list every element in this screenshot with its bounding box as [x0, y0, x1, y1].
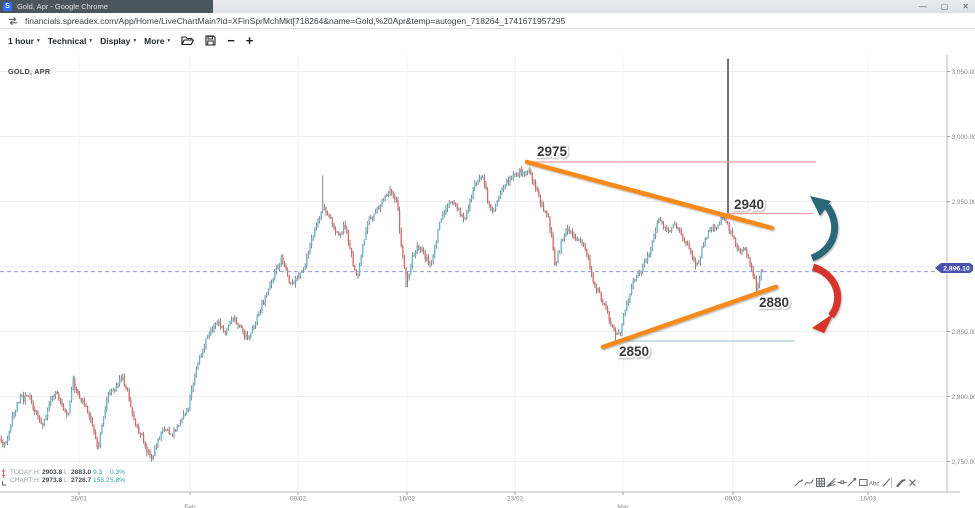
legend-today-change: 9.3: [93, 469, 102, 476]
legend-row-name: CHART:: [10, 477, 34, 484]
x-axis-label: 26/01: [71, 496, 88, 503]
chevron-down-icon: ▾: [167, 38, 171, 44]
legend-chart-low: 2726.7: [71, 477, 92, 484]
price-chart[interactable]: 2975 2940 2880 2850 3,050.00 3,000.00 2,95…: [0, 52, 975, 508]
chart-symbol-label: GOLD, APR: [8, 67, 51, 76]
chevron-down-icon: ▾: [36, 38, 40, 44]
trend-line-icon[interactable]: [847, 477, 857, 487]
legend-h-label: H:: [34, 469, 41, 476]
rectangle-tool-icon[interactable]: [859, 479, 868, 486]
legend-chart-high: 2973.8: [42, 477, 63, 484]
y-axis-label: 3,000.00: [952, 134, 975, 141]
up-candles: [3, 168, 764, 460]
display-menu[interactable]: Display ▾: [100, 36, 136, 46]
more-menu-label: More: [144, 35, 165, 46]
minimize-button[interactable]: —: [918, 2, 927, 11]
marker-tool-icon[interactable]: [896, 478, 906, 488]
legend-today-high: 2903.8: [42, 469, 63, 476]
price-axis[interactable]: 3,050.00 3,000.00 2,950.00 2,850.00 2,800.00…: [947, 69, 975, 466]
open-chart-button[interactable]: [181, 35, 195, 46]
drawing-tools: Abc: [794, 477, 916, 488]
save-chart-button[interactable]: [205, 35, 216, 46]
plus-icon: +: [245, 32, 254, 48]
y-axis-label: 2,850.00: [952, 329, 975, 336]
candles: [0, 165, 764, 462]
x-axis-label: 16/02: [399, 496, 416, 503]
horizontal-level-lines: [525, 161, 816, 342]
text-tool-icon[interactable]: Abc: [869, 482, 879, 488]
y-axis-label: 3,050.00: [952, 69, 975, 76]
x-axis-label: Feb: [184, 504, 196, 508]
legend-l-label: L:: [64, 469, 70, 476]
legend-today-low: 2883.0: [71, 469, 92, 476]
grid-tool-icon[interactable]: [816, 478, 825, 487]
timeframe-menu-label: 1 hour: [8, 35, 34, 46]
site-info-icon[interactable]: [8, 16, 18, 26]
close-button[interactable]: ✕: [962, 2, 969, 11]
x-axis-label: 09/02: [290, 496, 307, 503]
x-axis-label: 09/03: [725, 496, 742, 503]
legend-chart-change: 158.2: [93, 477, 110, 484]
trend-lines: [524, 159, 779, 350]
legend-row-name: TODAY:: [10, 469, 34, 476]
x-axis-label: Mar: [617, 504, 629, 508]
technical-menu-label: Technical: [47, 35, 87, 46]
legend-chart-pct: 5.8%: [110, 477, 125, 484]
annotation-label-2940[interactable]: 2940: [732, 195, 766, 214]
horizontal-line-icon[interactable]: [837, 480, 847, 485]
maximize-button[interactable]: ▢: [940, 2, 949, 11]
y-axis-label: 2,800.00: [952, 394, 975, 401]
legend-today-pct: 0.3%: [110, 469, 125, 476]
y-axis-label: 2,750.00: [952, 459, 975, 466]
descending-resistance[interactable]: [524, 159, 775, 231]
curve-tool-icon[interactable]: [804, 479, 814, 486]
annotation-label-2850[interactable]: 2850: [617, 342, 651, 361]
chart-toolbar: 1 hour ▾ Technical ▾ Display ▾ More ▾: [0, 29, 975, 53]
chevron-down-icon: ▾: [133, 38, 137, 44]
candle-wicks: [0, 165, 764, 462]
annotation-label-2975[interactable]: 2975: [535, 142, 569, 161]
window-controls: — ▢ ✕: [919, 0, 969, 13]
zoom-in-button[interactable]: +: [245, 32, 254, 48]
timeframe-menu[interactable]: 1 hour ▾: [8, 36, 40, 46]
chevron-down-icon: ▾: [89, 38, 93, 44]
chart-area: 2975 2940 2880 2850 3,050.00 3,000.00 2,95…: [0, 52, 975, 508]
title-bar: S Gold, Apr - Google Chrome — ▢ ✕: [0, 0, 975, 13]
url-text[interactable]: financials.spreadex.com/App/Home/LiveCha…: [25, 15, 566, 26]
url-bar[interactable]: financials.spreadex.com/App/Home/LiveCha…: [0, 13, 975, 29]
open-folder-icon: [181, 36, 195, 46]
annotation-label-2880[interactable]: 2880: [757, 293, 791, 312]
draw-pen-icon[interactable]: [794, 479, 803, 487]
minus-icon: −: [227, 32, 235, 48]
down-candles: [0, 168, 758, 460]
x-axis-label: 23/02: [507, 496, 524, 503]
x-axis-label: 16/03: [860, 496, 877, 503]
legend-candle-icon: [1, 469, 6, 486]
ascending-support[interactable]: [600, 284, 779, 350]
down-arrow[interactable]: [811, 263, 842, 333]
window-title: Gold, Apr - Google Chrome: [17, 2, 108, 11]
ohlc-legend: TODAY: H: 2903.8 L: 2883.0 9.3 0.3% CHAR…: [1, 469, 125, 486]
svg-text:Abc: Abc: [869, 482, 879, 488]
display-menu-label: Display: [100, 35, 131, 46]
more-menu[interactable]: More ▾: [144, 36, 170, 46]
technical-menu[interactable]: Technical ▾: [48, 36, 92, 46]
window-tab: S Gold, Apr - Google Chrome: [0, 0, 213, 13]
legend-l-label: L:: [64, 477, 70, 484]
time-axis[interactable]: 26/01 Feb 09/02 16/02 23/02 Mar 09/03 16/03: [71, 492, 877, 508]
save-icon: [205, 35, 216, 46]
y-axis-label: 2,950.00: [952, 199, 975, 206]
close-tools-icon[interactable]: [909, 479, 916, 487]
last-price-badge: 2,896.10: [935, 263, 973, 273]
legend-h-label: H:: [34, 477, 41, 484]
fan-lines-icon[interactable]: [826, 478, 836, 487]
spreadex-favicon: S: [3, 2, 12, 11]
line-tool-icon[interactable]: [883, 478, 890, 487]
svg-text:2,896.10: 2,896.10: [943, 266, 970, 273]
up-arrow[interactable]: [810, 196, 839, 262]
grid-lines: [0, 55, 947, 492]
zoom-out-button[interactable]: −: [227, 32, 235, 48]
